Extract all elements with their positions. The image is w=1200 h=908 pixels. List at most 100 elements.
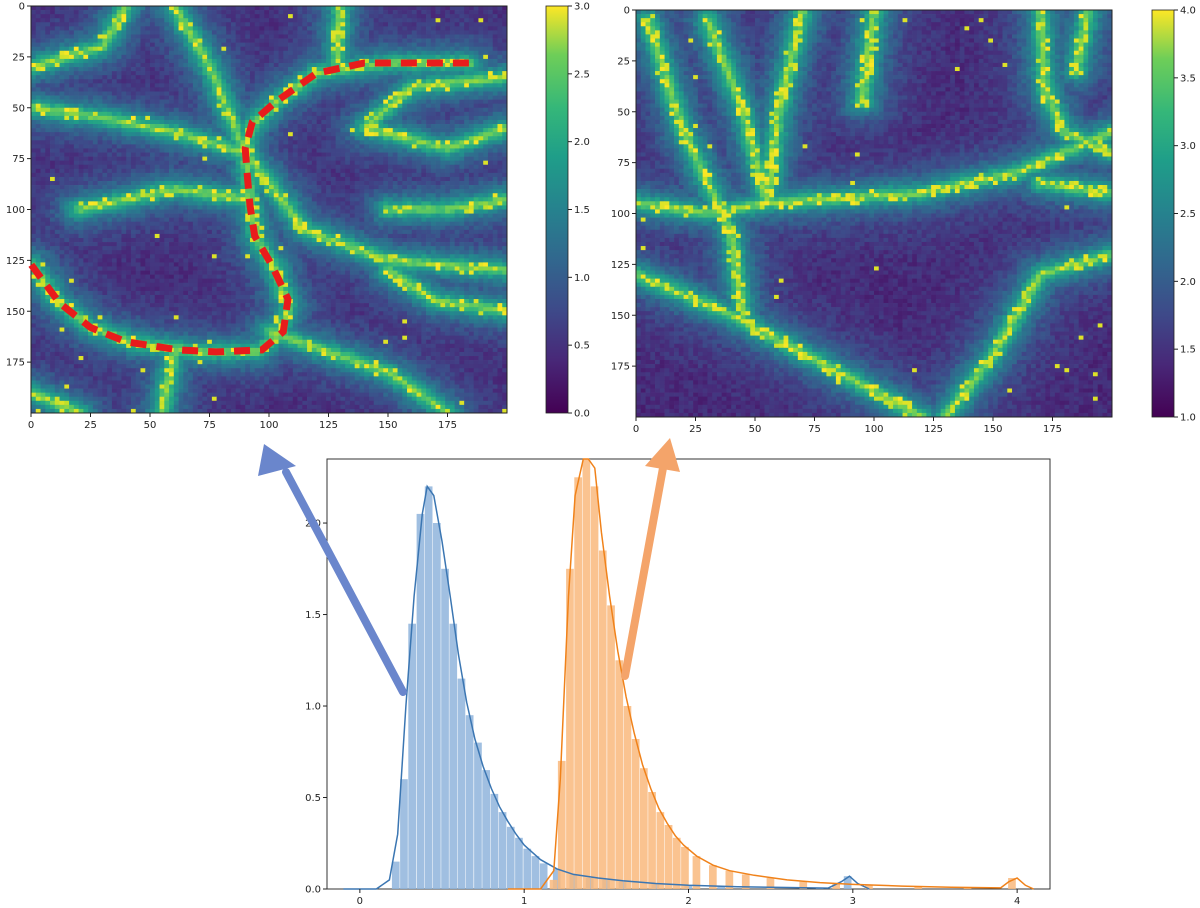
- histogram-bar: [624, 706, 632, 889]
- y-tick-label: 25: [12, 52, 25, 63]
- right-heatmap-x-ticks: 0 25 50 75 100 125 150 175: [633, 417, 1062, 435]
- y-tick-label: 25: [617, 56, 630, 67]
- left-heatmap-y-ticks: 0 25 50 75 100 125 150 175: [6, 2, 31, 369]
- histogram-bar: [400, 779, 408, 889]
- x-tick-label: 3: [850, 896, 856, 907]
- x-tick-label: 125: [924, 424, 943, 435]
- colorbar-tick-label: 2.0: [574, 137, 590, 148]
- colorbar-tick-label: 3.0: [1180, 141, 1196, 152]
- colorbar-tick-label: 0.0: [574, 409, 590, 420]
- colorbar-tick-label: 1.5: [1180, 345, 1196, 356]
- x-tick-label: 50: [144, 420, 157, 431]
- y-tick-label: 50: [12, 103, 25, 114]
- x-tick-label: 150: [378, 420, 397, 431]
- histogram-bar: [681, 847, 689, 889]
- histogram-bar: [640, 768, 648, 889]
- histogram-bar: [482, 770, 490, 889]
- colorbar-tick-label: 4.0: [1180, 6, 1196, 17]
- x-tick-label: 25: [84, 420, 97, 431]
- right-heatmap-panel: 0 25 50 75 100 125 150 175 0255075100125150175 …: [611, 6, 1196, 436]
- y-tick-label: 75: [12, 154, 25, 165]
- x-tick-label: 150: [983, 424, 1002, 435]
- histogram-bar: [574, 477, 582, 889]
- colorbar-tick-label: 3.0: [574, 2, 590, 13]
- y-tick-label: 75: [617, 158, 630, 169]
- y-tick-label: 125: [611, 260, 630, 271]
- x-tick-label: 100: [864, 424, 883, 435]
- y-tick-label: 175: [611, 362, 630, 373]
- histogram-bar: [466, 715, 474, 889]
- y-tick-label: 150: [611, 311, 630, 322]
- histogram-bar: [392, 862, 400, 889]
- histogram-bar: [591, 486, 599, 889]
- x-tick-label: 75: [808, 424, 821, 435]
- histogram-bar: [665, 825, 673, 889]
- histogram-bar: [441, 569, 449, 889]
- left-heatmap-cells: [31, 6, 507, 413]
- histogram-y-ticks: 0.00.51.01.52.0: [305, 519, 327, 896]
- x-tick-label: 1: [521, 896, 527, 907]
- right-heatmap-cells: [636, 10, 1112, 417]
- y-tick-label: 175: [6, 358, 25, 369]
- histogram-bar: [550, 880, 558, 889]
- x-tick-label: 175: [1043, 424, 1062, 435]
- histogram-bar: [532, 856, 540, 889]
- left-heatmap-x-ticks: 0 25 50 75 100 125 150 175: [28, 413, 457, 431]
- y-tick-label: 1.5: [305, 610, 321, 621]
- histogram-bar: [657, 812, 665, 889]
- x-tick-label: 0: [28, 420, 34, 431]
- right-colorbar-bar: [1152, 10, 1174, 417]
- y-tick-label: 0.5: [305, 793, 321, 804]
- histogram-bar: [523, 849, 531, 889]
- y-tick-label: 0.0: [305, 885, 321, 896]
- colorbar-tick-label: 2.0: [1180, 277, 1196, 288]
- histogram-bar: [449, 624, 457, 889]
- x-tick-label: 0: [633, 424, 639, 435]
- colorbar-tick-label: 2.5: [1180, 209, 1196, 220]
- histogram-bar: [499, 812, 507, 889]
- y-tick-label: 125: [6, 256, 25, 267]
- histogram-bar: [491, 794, 499, 889]
- colorbar-tick-label: 2.5: [574, 69, 590, 80]
- colorbar-tick-label: 1.0: [1180, 413, 1196, 424]
- histogram-bar: [425, 486, 433, 889]
- y-tick-label: 150: [6, 307, 25, 318]
- histogram-bar: [599, 551, 607, 890]
- histogram-bar: [607, 605, 615, 889]
- colorbar-tick-label: 0.5: [574, 341, 590, 352]
- histogram-bar: [632, 739, 640, 889]
- histogram-bar: [648, 792, 656, 889]
- x-tick-label: 2: [685, 896, 691, 907]
- colorbar-tick-label: 3.5: [1180, 73, 1196, 84]
- y-tick-label: 0: [19, 2, 25, 13]
- histogram-bar: [433, 523, 441, 889]
- histogram-bar: [583, 459, 591, 889]
- y-tick-label: 100: [611, 209, 630, 220]
- histogram-bar: [673, 838, 681, 889]
- histogram-bar: [417, 514, 425, 889]
- colorbar-tick-label: 1.0: [574, 273, 590, 284]
- histogram-bar: [507, 827, 515, 889]
- x-tick-label: 4: [1014, 896, 1020, 907]
- left-heatmap-panel: 0 25 50 75 100 125 150 175 0255075100125150175 …: [6, 2, 590, 432]
- histogram-bar: [693, 856, 701, 889]
- x-tick-label: 75: [203, 420, 216, 431]
- left-colorbar: 0.0 0.5 1.0 1.5 2.0 2.5 3.0: [546, 2, 590, 420]
- y-tick-label: 100: [6, 205, 25, 216]
- histogram-bar: [474, 743, 482, 889]
- colorbar-tick-label: 1.5: [574, 205, 590, 216]
- x-tick-label: 25: [689, 424, 702, 435]
- x-tick-label: 125: [319, 420, 338, 431]
- y-tick-label: 0: [624, 6, 630, 17]
- x-tick-label: 175: [438, 420, 457, 431]
- x-tick-label: 100: [259, 420, 278, 431]
- right-colorbar: 1.0 1.5 2.0 2.5 3.0 3.5 4.0: [1152, 6, 1196, 424]
- left-colorbar-bar: [546, 6, 568, 413]
- histogram-bar: [615, 660, 623, 889]
- y-tick-label: 1.0: [305, 702, 321, 713]
- y-tick-label: 50: [617, 107, 630, 118]
- histogram-bar: [458, 679, 466, 889]
